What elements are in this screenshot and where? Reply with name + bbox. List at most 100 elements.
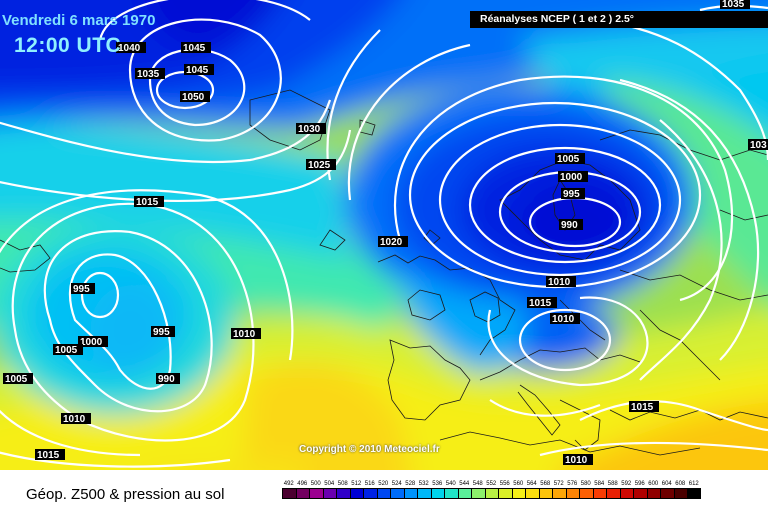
isobar-label: 103 [748,139,768,151]
isobar-label: 1040 [116,42,146,54]
scale-step: 528 [403,481,417,499]
scale-step-swatch [619,488,633,499]
scale-step-swatch [646,488,660,499]
scale-step-swatch [565,488,579,499]
isobar-label: 990 [156,373,180,385]
scale-step-label: 544 [459,481,470,487]
scale-step-label: 524 [391,481,402,487]
scale-step-swatch [322,488,336,499]
map-time: 12:00 UTC [14,34,122,57]
scale-step-swatch [417,488,431,499]
svg-text:1040: 1040 [118,43,141,54]
scale-step: 584 [592,481,606,499]
svg-text:995: 995 [563,189,580,200]
isobar-label: 995 [151,326,175,338]
scale-step: 612 [687,481,701,499]
scale-step-label: 492 [283,481,294,487]
scale-step-label: 600 [648,481,659,487]
scale-step-label: 568 [540,481,551,487]
scale-step-label: 588 [607,481,618,487]
map-date: Vendredi 6 mars 1970 [2,12,156,29]
scale-step: 532 [417,481,431,499]
scale-step-label: 496 [297,481,308,487]
svg-text:990: 990 [158,374,175,385]
scale-step: 504 [322,481,336,499]
scale-step-swatch [552,488,566,499]
scale-step-label: 576 [567,481,578,487]
scale-step-swatch [295,488,309,499]
scale-step-label: 516 [364,481,375,487]
scale-step-swatch [606,488,620,499]
scale-step-label: 612 [688,481,699,487]
svg-text:1005: 1005 [5,374,28,385]
svg-text:1050: 1050 [182,92,205,103]
svg-text:1025: 1025 [308,160,331,171]
scale-step-swatch [538,488,552,499]
scale-step: 556 [498,481,512,499]
isobar-label: 1010 [563,454,593,466]
scale-step-label: 520 [378,481,389,487]
isobar-label: 1010 [61,413,91,425]
scale-step: 592 [619,481,633,499]
scale-step-swatch [660,488,674,499]
isobar-label: 1010 [550,313,580,325]
isobar-label: 1050 [180,91,210,103]
isobar-label: 1005 [3,373,33,385]
isobar-label: 1035 [720,0,750,10]
isobar-label: 1015 [35,449,65,461]
scale-step-label: 552 [486,481,497,487]
isobar-label: 1000 [78,336,108,348]
svg-text:1010: 1010 [63,414,86,425]
isobar-label: 995 [71,283,95,295]
scale-step-label: 584 [594,481,605,487]
scale-step-label: 604 [661,481,672,487]
svg-text:1000: 1000 [560,172,583,183]
isobar-label: 1005 [53,344,83,356]
svg-text:995: 995 [73,284,90,295]
scale-step: 568 [538,481,552,499]
scale-step: 548 [471,481,485,499]
scale-step-swatch [444,488,458,499]
scale-step-label: 560 [513,481,524,487]
isobar-labels: 1045 1045 1050 1040 1035 1030 1025 1020 … [3,0,768,466]
svg-text:1030: 1030 [298,124,321,135]
scale-step: 588 [606,481,620,499]
isobar-label: 1020 [378,236,408,248]
scale-step: 596 [633,481,647,499]
scale-step-label: 564 [526,481,537,487]
scale-step-swatch [673,488,687,499]
isobar-label: 1045 [181,42,211,54]
isobar-label: 1010 [546,276,576,288]
scale-step-swatch [349,488,363,499]
svg-text:1010: 1010 [565,455,588,466]
scale-step-label: 596 [634,481,645,487]
svg-text:995: 995 [153,327,170,338]
svg-text:990: 990 [561,220,578,231]
scale-step: 600 [646,481,660,499]
scale-step-label: 500 [310,481,321,487]
svg-text:1010: 1010 [552,314,575,325]
scale-step-swatch [471,488,485,499]
scale-step-swatch [390,488,404,499]
svg-text:1015: 1015 [37,450,60,461]
svg-text:1035: 1035 [722,0,745,10]
scale-step-swatch [579,488,593,499]
scale-step-swatch [376,488,390,499]
svg-text:1000: 1000 [80,337,103,348]
scale-step-swatch [687,488,701,499]
svg-text:1015: 1015 [631,402,654,413]
scale-step: 560 [511,481,525,499]
svg-text:1015: 1015 [136,197,159,208]
scale-step-swatch [430,488,444,499]
scale-step-label: 572 [553,481,564,487]
scale-step: 500 [309,481,323,499]
scale-step: 572 [552,481,566,499]
scale-step: 544 [457,481,471,499]
scale-step: 576 [565,481,579,499]
scale-step: 564 [525,481,539,499]
scale-step: 552 [484,481,498,499]
scale-step-label: 592 [621,481,632,487]
scale-step: 540 [444,481,458,499]
scale-step: 492 [282,481,296,499]
